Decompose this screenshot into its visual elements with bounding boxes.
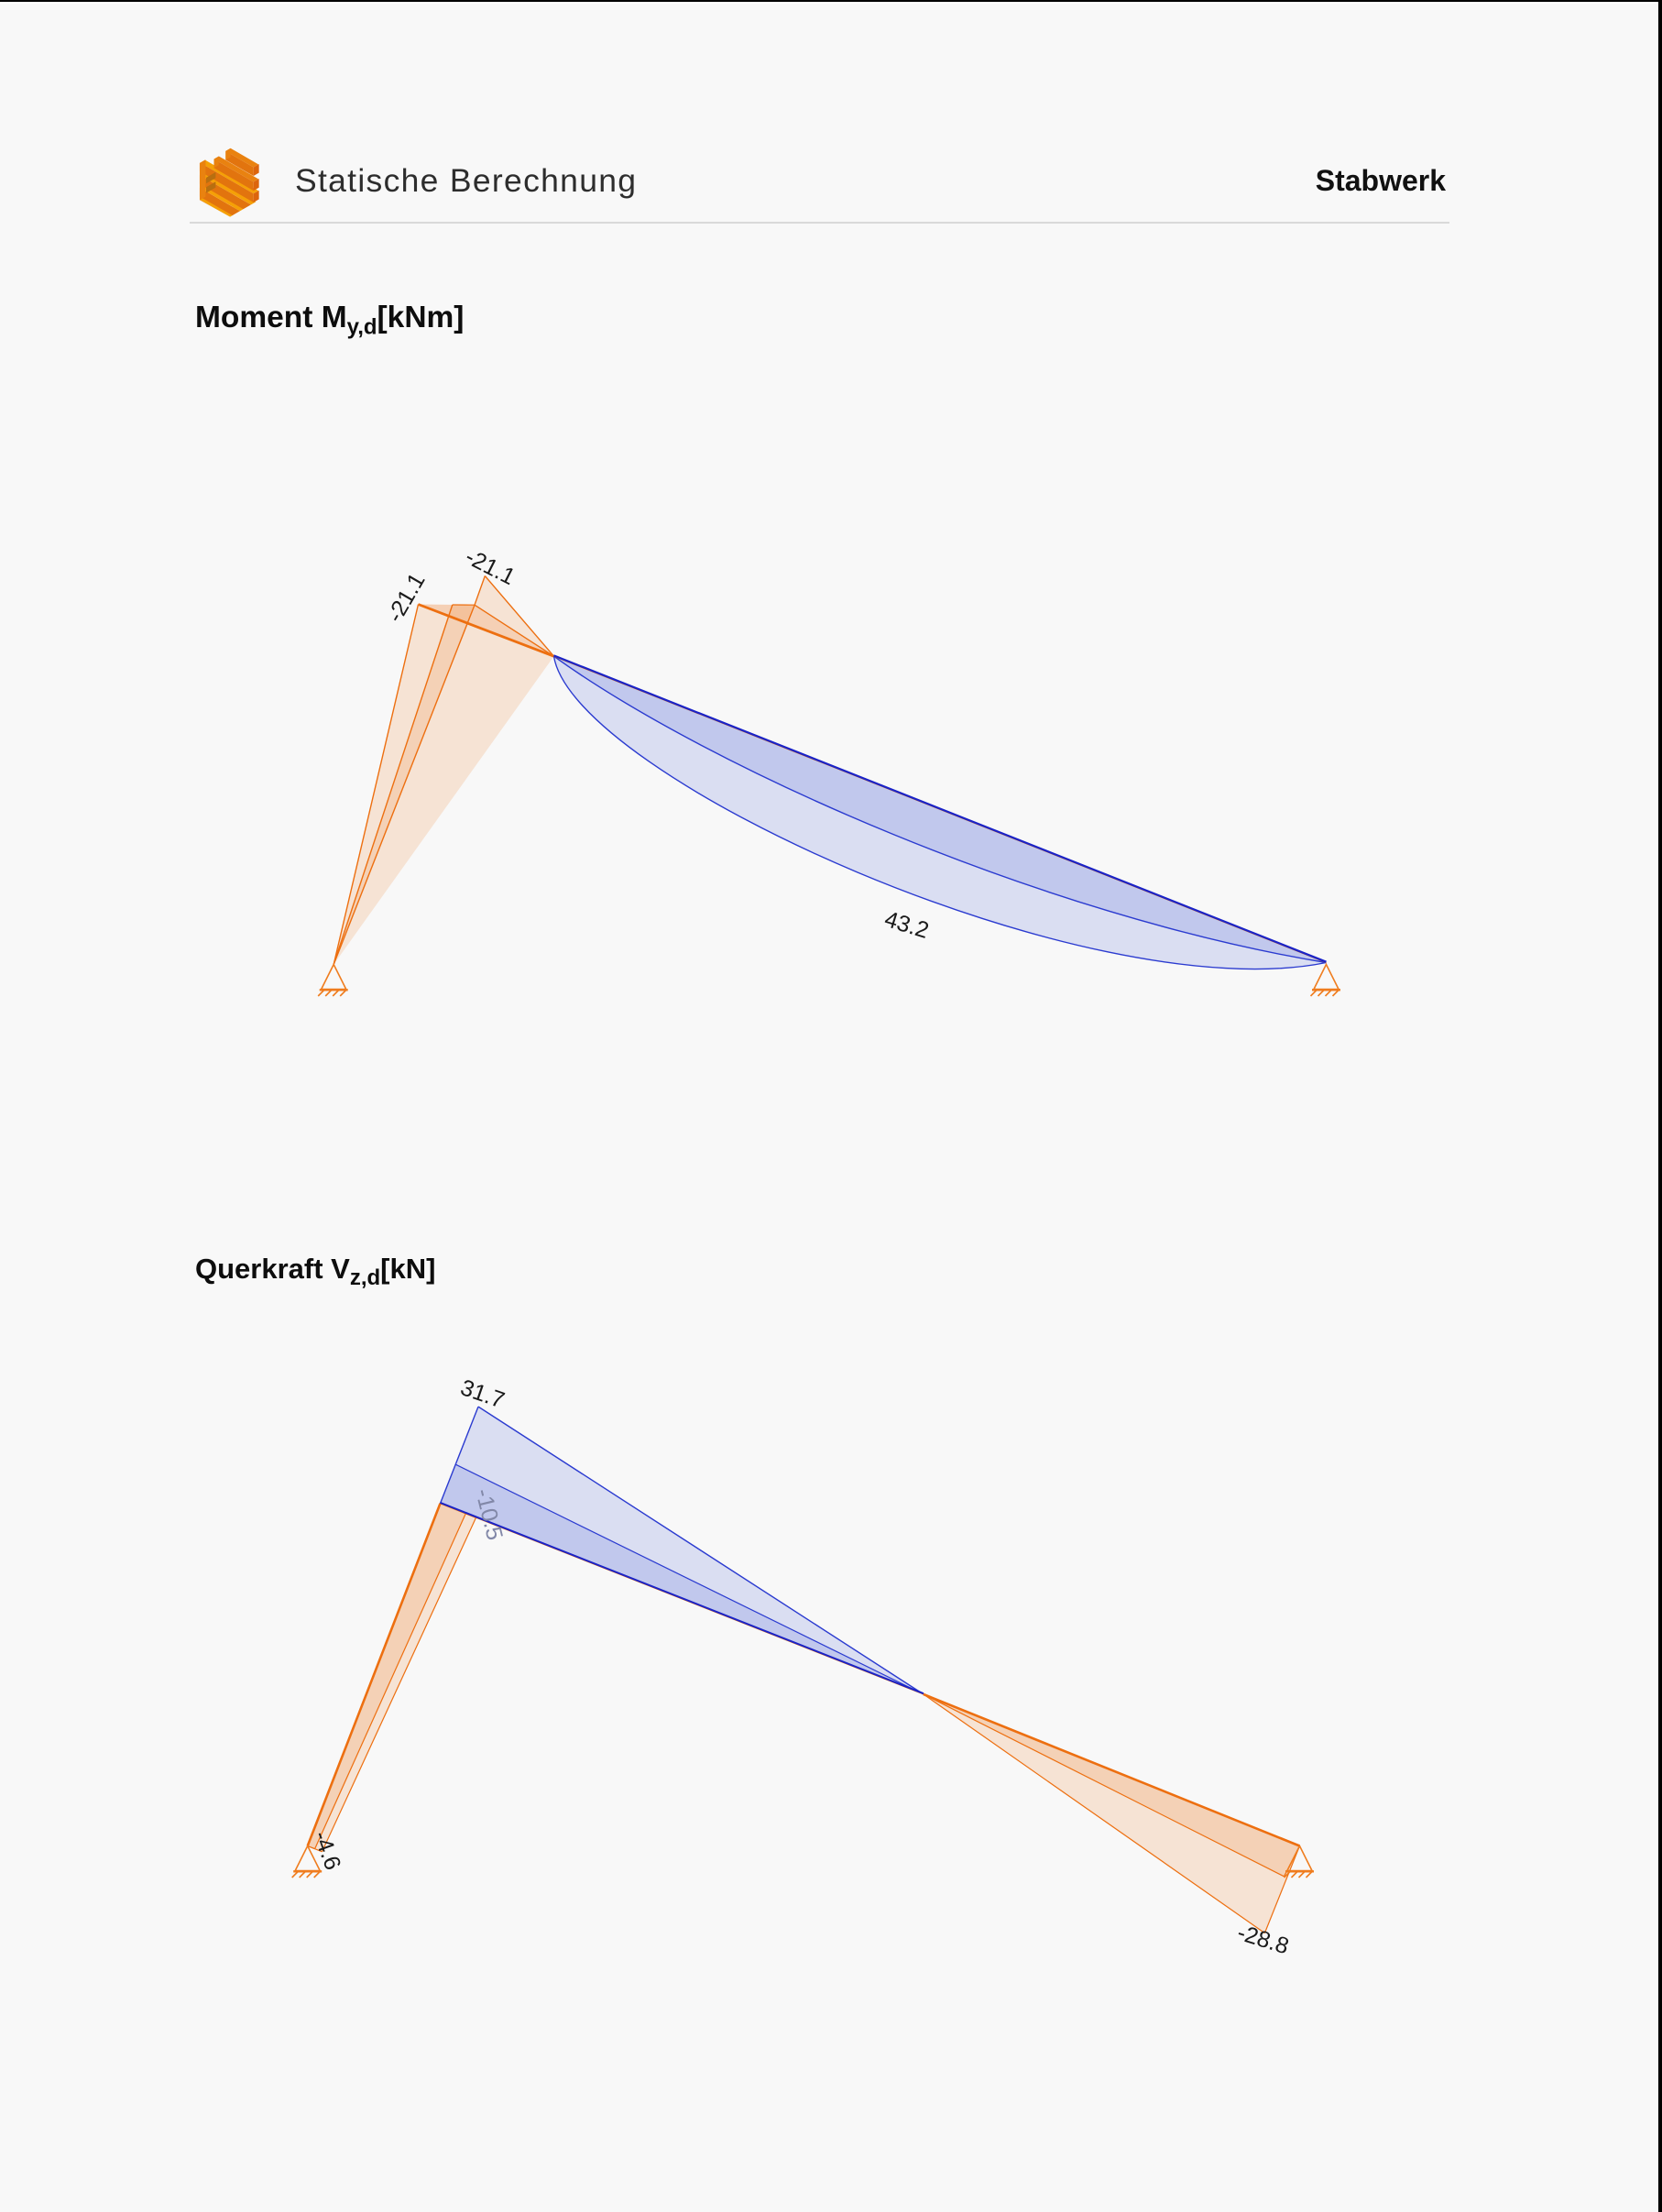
svg-text:-28.8: -28.8	[1234, 1920, 1292, 1959]
svg-text:43.2: 43.2	[881, 906, 932, 944]
svg-text:31.7: 31.7	[457, 1374, 508, 1413]
svg-text:-4.6: -4.6	[308, 1827, 345, 1873]
